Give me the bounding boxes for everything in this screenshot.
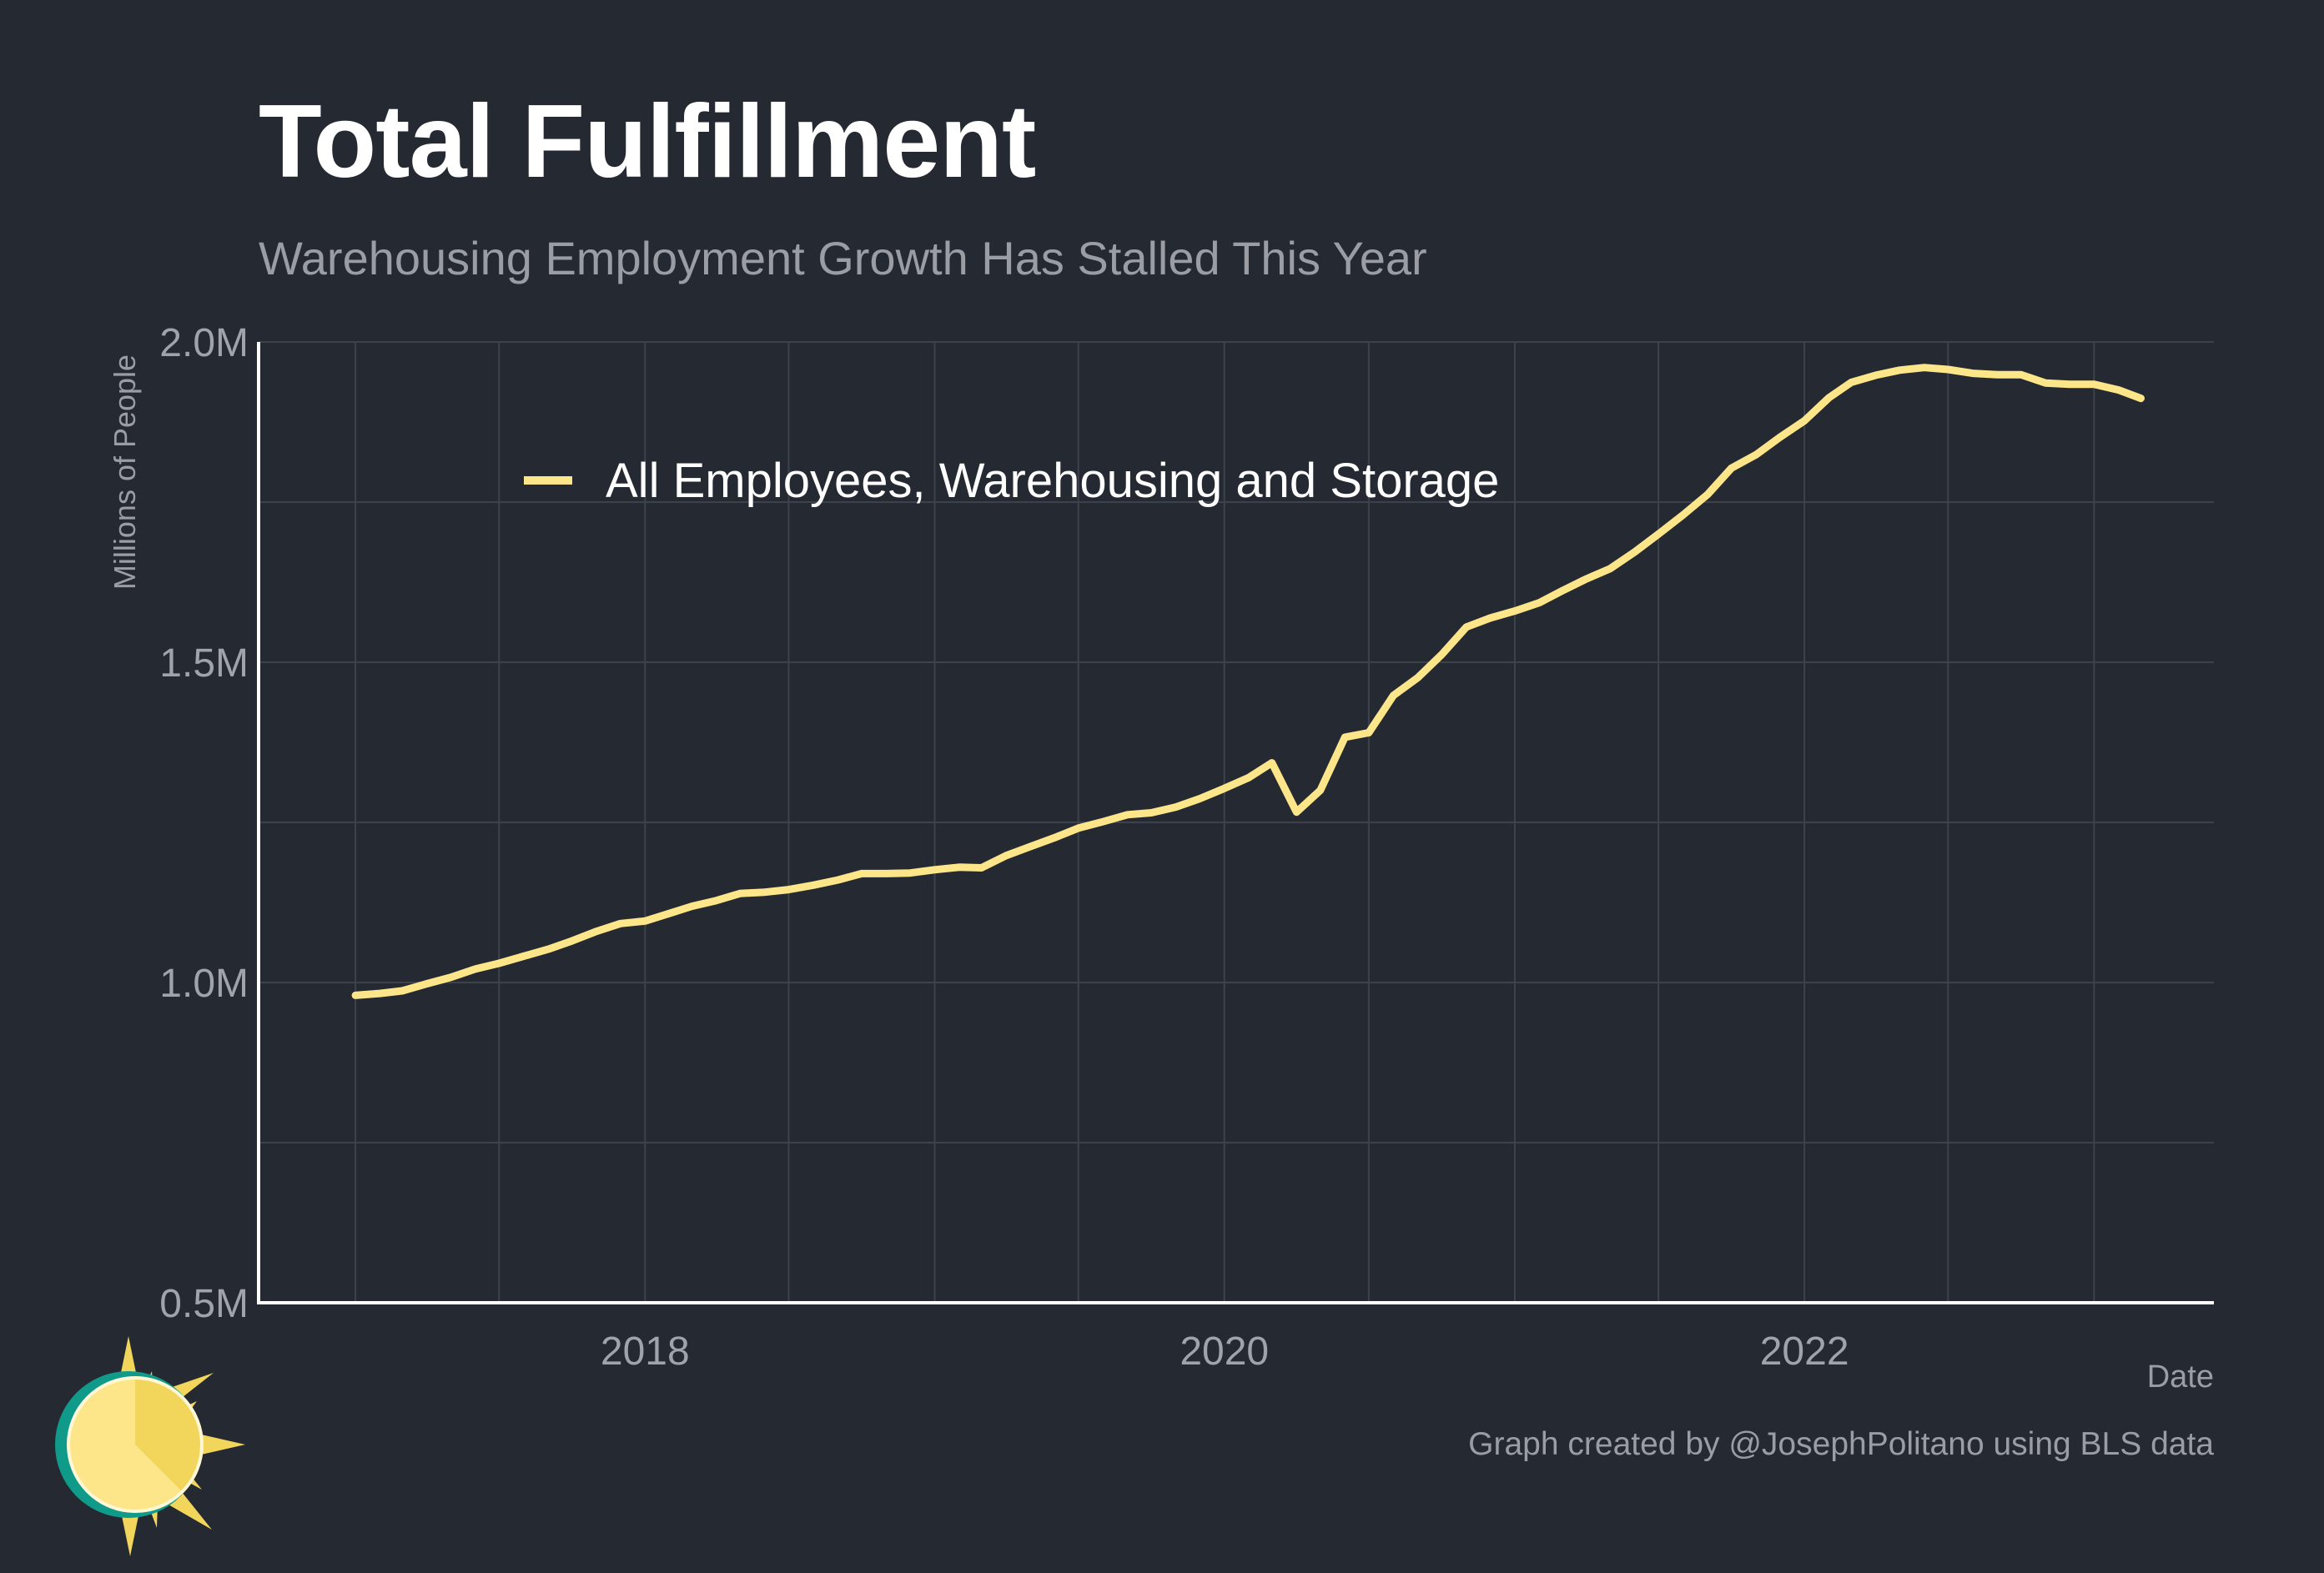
sun-logo-icon [55, 1336, 245, 1556]
y-tick-label: 1.5M [159, 641, 249, 686]
series-lines [351, 364, 2145, 999]
legend: All Employees, Warehousing and Storage [524, 454, 1499, 508]
x-tick-label: 2020 [1180, 1329, 1269, 1374]
x-axis-label: Date [2146, 1359, 2214, 1395]
x-tick-label: 2022 [1760, 1329, 1849, 1374]
legend-entry: All Employees, Warehousing and Storage [606, 454, 1499, 508]
chart-title: Total Fulfillment [259, 84, 1036, 199]
axes [257, 342, 2214, 1304]
tick-labels: 0.5M 1.0M 1.5M 2.0M 2018 2020 2022 [159, 321, 1849, 1374]
series-line [351, 364, 2145, 999]
chart-caption: Graph created by @JosephPolitano using B… [1468, 1426, 2214, 1462]
chart-subtitle: Warehousing Employment Growth Has Stalle… [259, 232, 1427, 284]
y-tick-label: 0.5M [159, 1282, 249, 1326]
y-tick-label: 1.0M [159, 962, 249, 1006]
gridlines [259, 341, 2214, 1304]
x-tick-label: 2018 [601, 1329, 690, 1374]
y-tick-label: 2.0M [159, 321, 249, 365]
